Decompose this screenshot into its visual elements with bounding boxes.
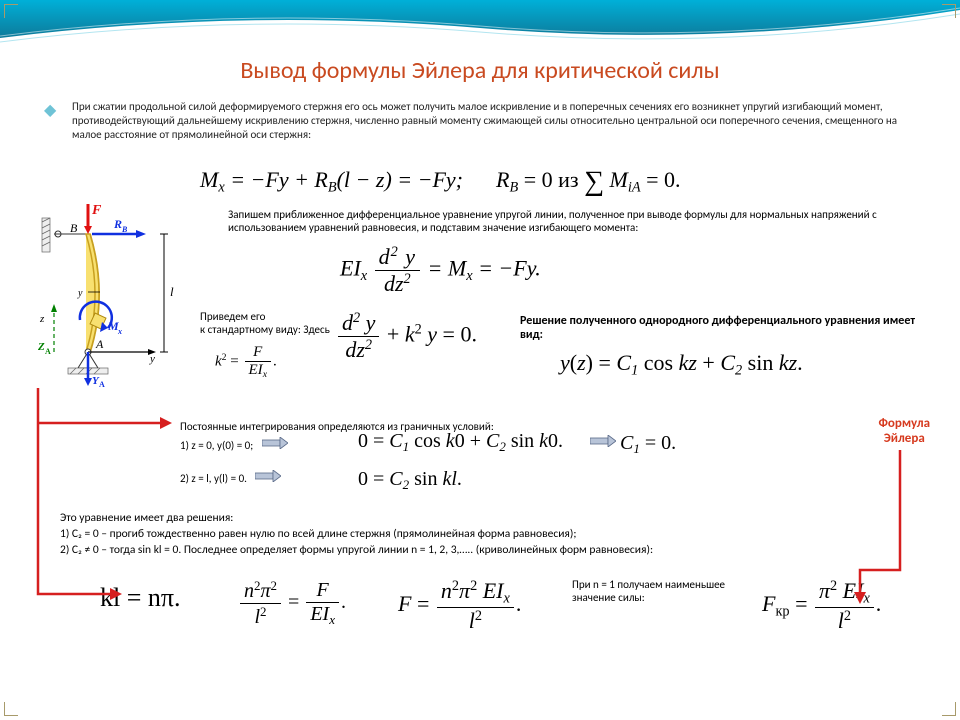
bc-1: 1) z = 0, y(0) = 0;: [180, 439, 253, 452]
red-arrow-right: [840, 450, 940, 620]
svg-text:l: l: [170, 284, 174, 299]
text-standard-form: Приведем его к стандартному виду: Здесь: [200, 310, 330, 336]
euler-formula-label: ФормулаЭйлера: [878, 416, 930, 446]
svg-text:A: A: [95, 337, 104, 351]
red-arrow-left: [24, 388, 184, 608]
svg-text:B: B: [121, 225, 128, 234]
text-min-force: При n = 1 получаем наименьшее значение с…: [572, 578, 762, 604]
text-diffeq-intro: Запишем приближенное дифференциальное ур…: [228, 208, 928, 234]
solution-case-1: 1) C₂ = 0 – прогиб тождественно равен ну…: [60, 526, 940, 542]
svg-text:B: B: [70, 221, 78, 235]
equation-n2pi2: n2π2l2 = FEIx.: [238, 578, 346, 629]
svg-text:A: A: [45, 347, 51, 356]
corner-decor: [942, 702, 956, 716]
text-solution-intro: Решение полученного однородного дифферен…: [520, 314, 920, 342]
arrow-icon: [262, 437, 288, 449]
slide-banner: [0, 0, 960, 50]
equation-c1-zero: C1 = 0.: [620, 432, 676, 457]
equation-bc1-applied: 0 = C1 cos k0 + C2 sin k0.: [358, 430, 563, 455]
equation-k2: k2 = FEIx.: [215, 344, 277, 380]
equation-ode: d2 ydz2 + k2 y = 0.: [336, 310, 477, 363]
svg-text:z: z: [39, 313, 45, 325]
svg-text:y: y: [149, 353, 155, 365]
arrow-icon: [255, 470, 281, 482]
svg-text:y: y: [77, 288, 83, 299]
arrow-icon: [590, 435, 616, 447]
equation-force-n: F = n2π2 EIxl2.: [398, 578, 521, 634]
beam-diagram: F B R B l z M x y A Z A: [30, 200, 200, 390]
svg-text:R: R: [113, 217, 122, 231]
svg-text:F: F: [91, 203, 102, 218]
bullet-icon: ◆: [44, 100, 54, 110]
svg-text:x: x: [117, 327, 122, 336]
corner-decor: [4, 4, 18, 18]
two-solutions-text: Это уравнение имеет два решения: 1) C₂ =…: [60, 510, 940, 558]
bc-2: 2) z = l, y(l) = 0.: [180, 472, 247, 485]
equation-moment: Mx = −Fy + RB(l − z) = −Fy; RB = 0 из ∑ …: [200, 166, 900, 198]
intro-paragraph: При сжатии продольной силой деформируемо…: [72, 100, 912, 141]
slide-title: Вывод формулы Эйлера для критической сил…: [0, 56, 960, 85]
two-solutions-heading: Это уравнение имеет два решения:: [60, 510, 940, 526]
equation-bc2-applied: 0 = C2 sin kl.: [358, 468, 462, 493]
equation-diffeq: EIx d2 ydz2 = Mx = −Fy.: [340, 244, 541, 297]
corner-decor: [4, 702, 18, 716]
svg-text:Z: Z: [37, 341, 45, 353]
solution-case-2: 2) C₂ ≠ 0 – тогда sin kl = 0. Последнее …: [60, 542, 940, 558]
corner-decor: [942, 4, 956, 18]
equation-general-solution: y(z) = C1 cos kz + C2 sin kz.: [560, 350, 803, 379]
